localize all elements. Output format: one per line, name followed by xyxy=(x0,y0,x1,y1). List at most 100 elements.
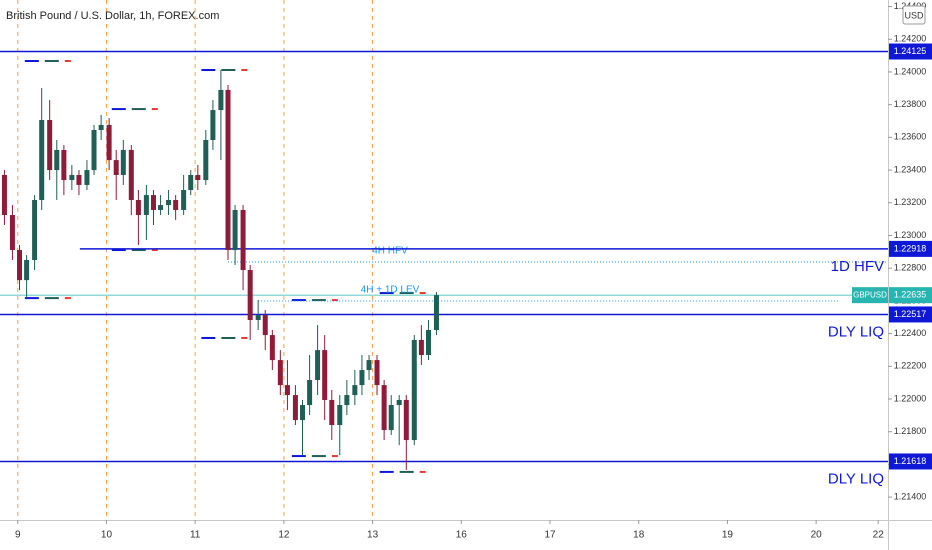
candle-body xyxy=(240,209,246,270)
candle-body xyxy=(344,395,350,406)
level-note: DLY LIQ xyxy=(828,470,884,487)
candle-body xyxy=(69,174,75,181)
candle-body xyxy=(232,209,238,251)
candle-body xyxy=(47,120,53,171)
x-tick-label: 12 xyxy=(278,530,290,541)
candle-body xyxy=(24,260,30,281)
y-tick-label: 1.21400 xyxy=(894,491,927,501)
level-label: 1.21618 xyxy=(894,456,927,466)
level-label-box xyxy=(889,240,932,257)
candle-body xyxy=(359,370,365,386)
candle-body xyxy=(120,149,126,175)
y-tick-label: 1.23600 xyxy=(894,132,927,142)
level-label: 1.24125 xyxy=(894,46,927,56)
y-tick-label: 1.24000 xyxy=(894,66,927,76)
x-tick-label: 22 xyxy=(873,530,885,541)
y-tick-label: 1.23000 xyxy=(894,230,927,240)
candle-body xyxy=(32,199,38,260)
symbol-label: GBPUSD xyxy=(853,290,887,299)
candle-body xyxy=(128,149,134,200)
currency: USD xyxy=(904,10,924,20)
candle-body xyxy=(329,399,335,425)
candle-body xyxy=(181,190,187,210)
candle-body xyxy=(91,130,97,171)
candle-body xyxy=(106,124,112,161)
candle-body xyxy=(374,360,380,386)
candle-body xyxy=(76,174,82,185)
candle-body xyxy=(39,120,45,200)
candle-body xyxy=(210,110,216,140)
level-label-box xyxy=(889,453,932,470)
candle-body xyxy=(388,405,394,431)
y-tick-label: 1.23400 xyxy=(894,164,927,174)
y-tick-label: 1.24200 xyxy=(894,34,927,44)
candle-body xyxy=(352,385,358,396)
candle-body xyxy=(247,269,253,321)
candle-body xyxy=(98,124,104,130)
symbol-box xyxy=(852,287,888,304)
chart-title: British Pound / U.S. Dollar, 1h, FOREX.c… xyxy=(6,10,219,22)
x-tick-label: 10 xyxy=(101,530,113,541)
currency-box xyxy=(902,5,926,25)
level-label: 1.22517 xyxy=(894,309,927,319)
x-tick-label: 16 xyxy=(456,530,468,541)
candle-body xyxy=(158,205,164,210)
candle-body xyxy=(143,195,149,216)
candle-body xyxy=(173,199,179,210)
candle-body xyxy=(337,405,343,425)
y-tick-label: 1.22000 xyxy=(894,393,927,403)
candle-body xyxy=(150,195,156,210)
candle-body xyxy=(54,149,60,171)
axes: 9101112131617181920221.244001.242001.240… xyxy=(15,1,932,541)
x-tick-label: 17 xyxy=(544,530,556,541)
candle-body xyxy=(300,405,306,421)
candle-body xyxy=(9,215,15,251)
candle-body xyxy=(366,360,372,371)
candle-body xyxy=(1,174,7,216)
candle-body xyxy=(307,380,313,406)
candle-body xyxy=(188,174,194,191)
dotted-level-label: 4H + 1D LEV xyxy=(361,285,420,296)
level-note: 1D HFV xyxy=(831,258,884,275)
candle-body xyxy=(315,350,321,381)
candle-body xyxy=(262,315,268,336)
x-tick-label: 20 xyxy=(811,530,823,541)
candle-body xyxy=(403,399,409,441)
candle-body xyxy=(381,385,387,431)
candle-body xyxy=(135,199,141,216)
x-tick-label: 18 xyxy=(633,530,645,541)
candle-body xyxy=(433,295,439,330)
y-tick-label: 1.22800 xyxy=(894,263,927,273)
y-tick-label: 1.22400 xyxy=(894,328,927,338)
last-price-box xyxy=(889,287,932,304)
y-tick-label: 1.23800 xyxy=(894,99,927,109)
candle-body xyxy=(203,139,209,181)
y-tick-label: 1.23200 xyxy=(894,197,927,207)
candle-body xyxy=(166,199,172,206)
candle-body xyxy=(411,339,417,441)
candle-body xyxy=(218,89,224,111)
dotted-level-label: 4H HFV xyxy=(372,246,408,257)
x-tick-label: 11 xyxy=(190,530,201,541)
candle-body xyxy=(277,360,283,386)
candle-body xyxy=(322,350,328,400)
x-tick-label: 13 xyxy=(367,530,379,541)
last-price-label: 1.22635 xyxy=(894,290,927,300)
level-label: 1.22918 xyxy=(894,243,927,253)
candle-body xyxy=(418,339,424,356)
candle-body xyxy=(425,329,431,356)
x-tick-label: 19 xyxy=(722,530,734,541)
level-label-box xyxy=(889,43,932,60)
candle-body xyxy=(396,399,402,406)
x-tick-label: 9 xyxy=(15,530,21,541)
candle-body xyxy=(292,395,298,421)
candle-body xyxy=(84,170,90,185)
candle-body xyxy=(284,385,290,396)
level-label-box xyxy=(889,306,932,323)
level-note: DLY LIQ xyxy=(828,323,884,340)
candle-body xyxy=(195,174,201,181)
candle-body xyxy=(255,315,261,321)
plot-area: 4H HFV 4H + 1D LEV 1D HFV DLY LIQ DLY LIQ xyxy=(0,0,888,520)
